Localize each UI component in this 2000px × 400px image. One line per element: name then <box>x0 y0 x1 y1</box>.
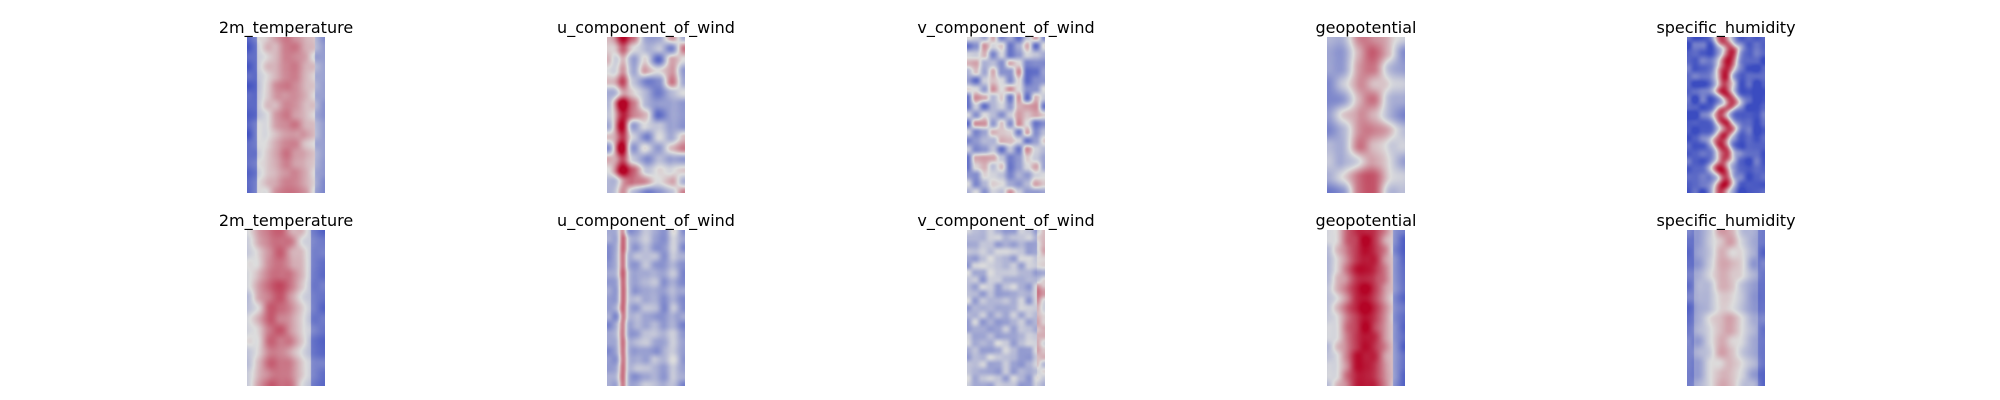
panel-v-component-of-wind: v_component_of_wind <box>906 18 1106 193</box>
heatmap-v-component-of-wind <box>967 230 1045 386</box>
heatmap-2m-temperature <box>247 37 325 193</box>
panel-title: u_component_of_wind <box>557 211 735 230</box>
heatmap-2m-temperature <box>247 230 325 386</box>
heatmap-u-component-of-wind <box>607 37 685 193</box>
panel-title: 2m_temperature <box>218 18 354 37</box>
heatmap-u-component-of-wind <box>607 230 685 386</box>
panel-u-component-of-wind: u_component_of_wind <box>546 18 746 193</box>
panel-u-component-of-wind: u_component_of_wind <box>546 211 746 386</box>
panel-title: geopotential <box>1315 211 1417 230</box>
panel-geopotential: geopotential <box>1266 18 1466 193</box>
panel-title: specific_humidity <box>1656 211 1796 230</box>
panel-title: v_component_of_wind <box>917 211 1095 230</box>
panel-title: u_component_of_wind <box>557 18 735 37</box>
panel-specific-humidity: specific_humidity <box>1626 18 1826 193</box>
panel-2m-temperature: 2m_temperature <box>186 211 386 386</box>
panel-title: geopotential <box>1315 18 1417 37</box>
panel-2m-temperature: 2m_temperature <box>186 18 386 193</box>
heatmap-v-component-of-wind <box>967 37 1045 193</box>
heatmap-specific-humidity <box>1687 230 1765 386</box>
heatmap-specific-humidity <box>1687 37 1765 193</box>
panel-title: 2m_temperature <box>218 211 354 230</box>
panel-title: v_component_of_wind <box>917 18 1095 37</box>
panel-title: specific_humidity <box>1656 18 1796 37</box>
panel-v-component-of-wind: v_component_of_wind <box>906 211 1106 386</box>
row-predictions: 2m_temperature u_component_of_wind v_com… <box>0 18 2000 193</box>
heatmap-geopotential <box>1327 37 1405 193</box>
panel-specific-humidity: specific_humidity <box>1626 211 1826 386</box>
heatmap-geopotential <box>1327 230 1405 386</box>
row-targets: 2m_temperature u_component_of_wind v_com… <box>0 211 2000 386</box>
panel-geopotential: geopotential <box>1266 211 1466 386</box>
